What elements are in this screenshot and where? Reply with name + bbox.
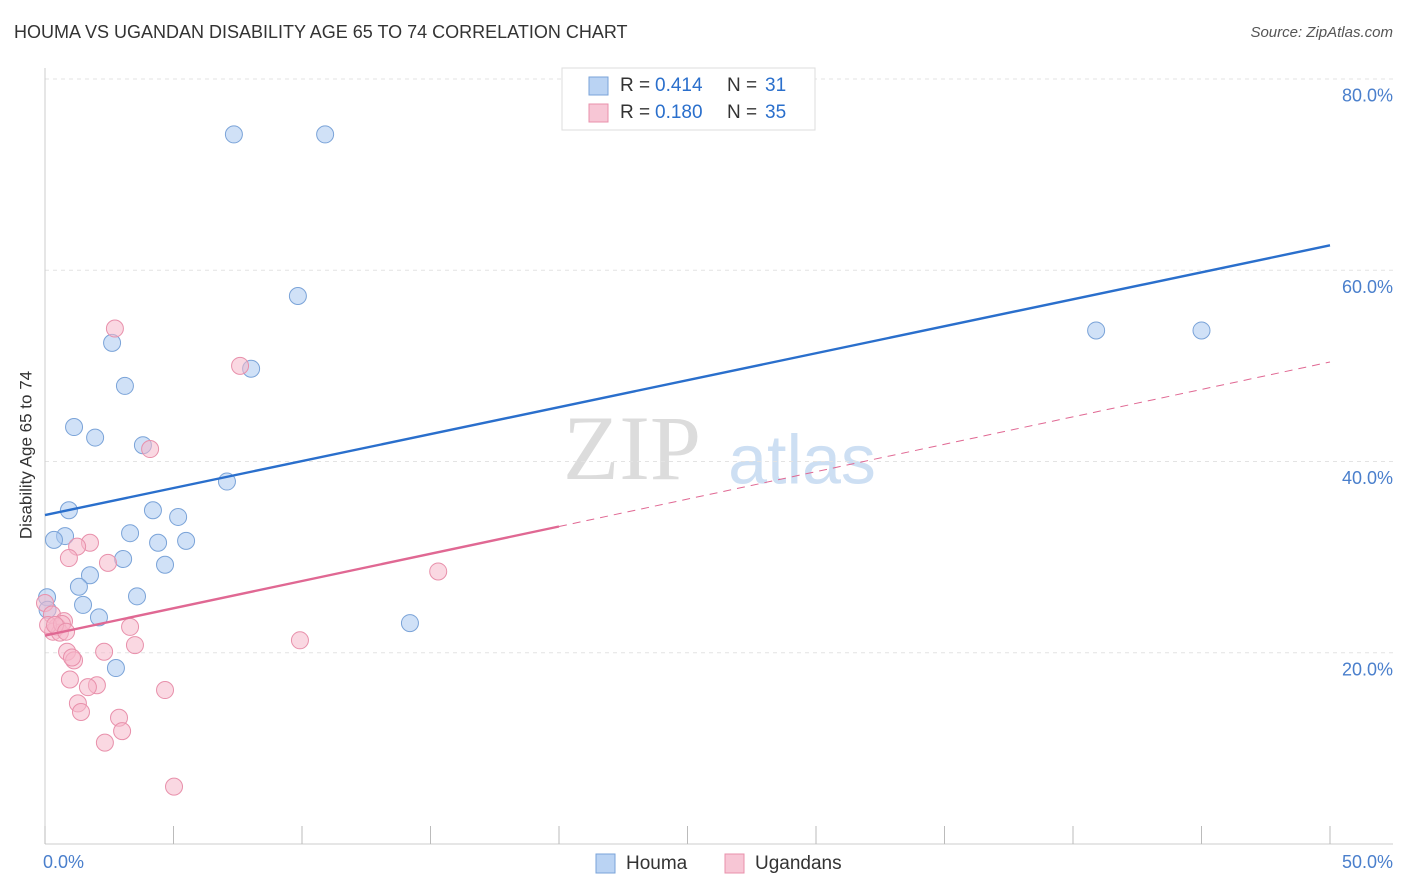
legend-label: Ugandans <box>755 853 842 874</box>
y-tick-label: 60.0% <box>1342 277 1393 297</box>
point <box>143 501 162 520</box>
point <box>95 733 114 752</box>
y-tick-label: 80.0% <box>1342 86 1393 106</box>
point <box>106 659 125 678</box>
point <box>71 703 90 722</box>
trend-line <box>558 361 1331 527</box>
point <box>80 566 99 585</box>
legend-r-value: 0.414 <box>655 75 703 96</box>
point <box>1087 321 1106 340</box>
point <box>128 587 147 606</box>
legend-label: Houma <box>626 853 688 874</box>
point <box>165 777 184 796</box>
point <box>98 553 117 572</box>
point <box>156 555 175 574</box>
legend-r-value: 0.180 <box>655 102 703 123</box>
trend-line <box>44 244 1331 517</box>
point <box>113 722 132 741</box>
point <box>231 356 250 375</box>
legend-swatch <box>588 103 609 123</box>
point <box>86 428 105 447</box>
point <box>141 440 160 459</box>
legend-r-label: R = <box>620 102 650 123</box>
watermark: atlas <box>728 420 876 498</box>
point <box>78 678 97 697</box>
point <box>44 530 63 549</box>
point <box>114 550 133 569</box>
point <box>60 670 79 689</box>
y-axis-label: Disability Age 65 to 74 <box>16 371 35 539</box>
point <box>316 125 335 144</box>
point <box>149 533 168 552</box>
y-tick-label: 20.0% <box>1342 659 1393 679</box>
legend-swatch <box>724 853 745 874</box>
x-tick-label: 50.0% <box>1342 852 1393 872</box>
point <box>115 376 134 395</box>
point <box>74 595 93 614</box>
watermark: ZIP <box>563 397 701 499</box>
point <box>105 319 124 338</box>
point <box>224 125 243 144</box>
point <box>89 608 108 627</box>
legend-n-value: 35 <box>765 102 786 123</box>
point <box>95 642 114 661</box>
point <box>429 562 448 581</box>
trend-line <box>44 525 560 637</box>
point <box>169 507 188 526</box>
chart-title: HOUMA VS UGANDAN DISABILITY AGE 65 TO 74… <box>14 22 628 42</box>
point <box>65 418 84 437</box>
legend-n-label: N = <box>727 75 757 96</box>
legend-n-value: 31 <box>765 75 786 96</box>
y-tick-label: 40.0% <box>1342 468 1393 488</box>
point <box>177 531 196 550</box>
point <box>400 614 419 633</box>
legend-swatch <box>588 76 609 96</box>
legend-r-label: R = <box>620 75 650 96</box>
point <box>69 577 88 596</box>
point <box>121 524 140 543</box>
legend-n-label: N = <box>727 102 757 123</box>
legend-swatch <box>595 853 616 874</box>
point <box>1192 321 1211 340</box>
point <box>125 636 144 655</box>
point <box>288 287 307 306</box>
point <box>59 549 78 568</box>
point <box>62 648 81 667</box>
point <box>121 617 140 636</box>
point <box>290 631 309 650</box>
x-tick-label: 0.0% <box>43 852 84 872</box>
source: Source: ZipAtlas.com <box>1250 24 1393 41</box>
point <box>156 681 175 700</box>
